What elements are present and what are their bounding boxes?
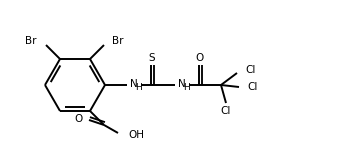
Text: N: N <box>178 79 186 89</box>
Text: H: H <box>135 83 142 92</box>
Text: Cl: Cl <box>221 106 231 116</box>
Text: S: S <box>149 53 155 63</box>
Text: O: O <box>196 53 204 63</box>
Text: H: H <box>183 83 190 92</box>
Text: OH: OH <box>128 130 144 140</box>
Text: Br: Br <box>112 36 123 46</box>
Text: O: O <box>75 114 83 124</box>
Text: Cl: Cl <box>247 82 257 92</box>
Text: N: N <box>130 79 138 89</box>
Text: Cl: Cl <box>245 65 256 75</box>
Text: Br: Br <box>24 36 36 46</box>
